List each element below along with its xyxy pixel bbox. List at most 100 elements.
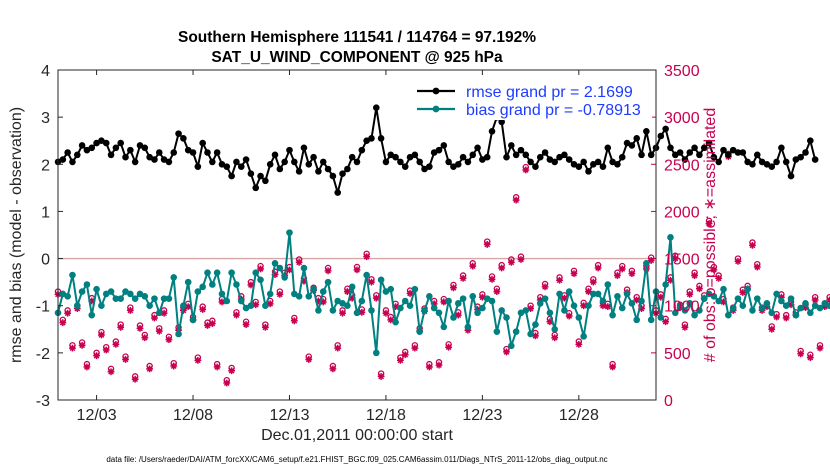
obs-assimilated-marker — [450, 284, 457, 292]
obs-assimilated-marker — [773, 313, 780, 321]
bias-point — [353, 309, 361, 317]
obs-assimilated-marker — [151, 314, 158, 322]
bias-point — [474, 309, 481, 317]
obs-assimilated-marker — [382, 309, 390, 317]
obs-assimilated-marker — [271, 271, 279, 278]
bias-point — [546, 309, 554, 317]
obs-assimilated-marker — [560, 294, 568, 302]
rmse-point — [749, 160, 756, 168]
obs-assimilated-marker — [705, 220, 713, 228]
bias-point — [570, 302, 578, 310]
bias-point — [189, 316, 197, 324]
rmse-point — [117, 139, 124, 147]
rmse-point — [633, 135, 641, 142]
x-axis-label: Dec.01,2011 00:00:00 start — [261, 427, 453, 444]
rmse-point — [127, 146, 134, 154]
bias-point — [160, 295, 168, 302]
obs-assimilated-marker — [368, 278, 375, 286]
obs-assimilated-marker — [98, 331, 105, 339]
rmse-point — [151, 156, 158, 163]
bias-point — [131, 295, 139, 302]
legend: rmse grand pr = 2.1699 bias grand pr = -… — [412, 80, 652, 120]
obs-assimilated-marker — [575, 340, 583, 348]
y-left-tick-label: -3 — [36, 393, 50, 410]
obs-assimilated-marker — [83, 363, 91, 371]
rmse-point — [315, 168, 322, 175]
obs-assimilated-marker — [546, 318, 554, 326]
obs-assimilated-marker — [377, 373, 385, 380]
rmse-point — [705, 139, 713, 147]
bias-point — [691, 311, 698, 319]
rmse-point — [276, 165, 284, 173]
y-left-tick-label: 4 — [41, 63, 50, 80]
obs-assimilated-marker — [122, 356, 129, 363]
obs-assimilated-marker — [107, 368, 115, 376]
bias-point — [469, 292, 477, 300]
obs-assimilated-marker — [647, 257, 655, 264]
rmse-point — [165, 158, 173, 166]
bias-point — [98, 302, 105, 310]
rmse-point — [807, 137, 814, 145]
rmse-point — [488, 127, 496, 135]
bias-point — [681, 307, 689, 314]
rmse-point — [614, 160, 621, 168]
y-axis-label-right: # of obs: o=possible; ∗=assimilated — [702, 108, 719, 362]
bias-point — [151, 295, 158, 302]
y-right-tick-label: 2500 — [664, 157, 700, 174]
rmse-point — [411, 151, 419, 159]
bias-point — [175, 330, 182, 338]
obs-assimilated-marker — [787, 301, 795, 309]
obs-assimilated-marker — [425, 363, 433, 371]
footer-data-file: data file: /Users/raeder/DAI/ATM_forcXX/… — [106, 455, 607, 464]
obs-assimilated-marker — [777, 293, 785, 301]
legend-box — [412, 80, 652, 120]
obs-assimilated-marker — [165, 336, 173, 344]
rmse-point — [720, 146, 727, 154]
rmse-point — [628, 142, 636, 149]
bias-point — [739, 302, 747, 310]
rmse-point — [155, 149, 163, 156]
obs-assimilated-marker — [633, 296, 641, 304]
obs-assimilated-marker — [343, 288, 351, 295]
obs-assimilated-marker — [609, 363, 616, 371]
bias-point — [165, 295, 173, 302]
bias-point — [213, 269, 221, 277]
bias-point — [155, 309, 163, 317]
obs-assimilated-marker — [146, 365, 154, 373]
rmse-point — [233, 158, 240, 166]
x-tick-label: 12/18 — [366, 407, 406, 424]
obs-assimilated-marker — [589, 278, 597, 286]
obs-assimilated-marker — [440, 298, 448, 306]
obs-assimilated-marker — [469, 262, 477, 270]
obs-assimilated-marker — [102, 346, 110, 354]
bias-point — [440, 323, 448, 331]
rmse-point — [599, 163, 607, 170]
rmse-point — [696, 151, 703, 159]
obs-assimilated-marker — [392, 303, 399, 311]
bias-point — [319, 288, 327, 295]
bias-point — [734, 295, 742, 302]
obs-assimilated-marker — [363, 253, 371, 261]
rmse-point — [257, 172, 264, 180]
bias-point — [170, 274, 178, 281]
bias-point — [416, 328, 423, 335]
rmse-point — [551, 158, 559, 166]
bias-point — [541, 295, 549, 302]
rmse-point — [122, 153, 129, 161]
bias-point — [344, 302, 351, 310]
rmse-point — [228, 172, 235, 180]
obs-assimilated-marker — [261, 324, 269, 331]
plot-area — [58, 70, 656, 400]
bias-point — [228, 269, 235, 277]
obs-assimilated-marker — [184, 303, 192, 311]
rmse-point — [189, 149, 197, 156]
bias-point — [556, 290, 563, 298]
rmse-point — [536, 153, 544, 161]
legend-rmse-label: rmse grand pr = 2.1699 — [466, 84, 633, 101]
obs-assimilated-marker — [811, 296, 819, 304]
obs-assimilated-marker — [565, 312, 573, 320]
rmse-point — [618, 153, 626, 161]
rmse-point — [247, 170, 255, 178]
bias-point — [117, 295, 124, 302]
rmse-point — [508, 142, 515, 149]
